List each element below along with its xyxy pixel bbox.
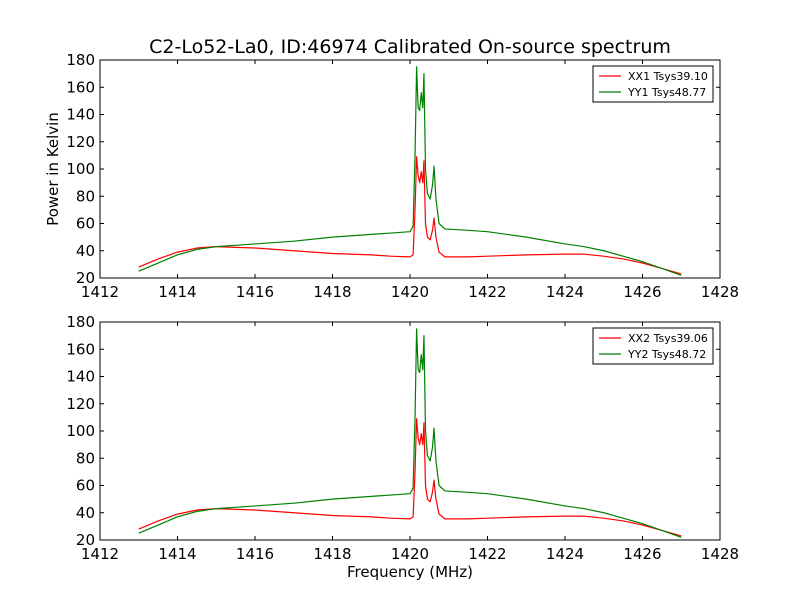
x-axis-label: Frequency (MHz) (347, 563, 473, 581)
y-tick-label: 100 (66, 160, 95, 178)
legend-label: YY1 Tsys48.77 (627, 86, 706, 99)
x-tick-label: 1420 (391, 545, 429, 563)
y-tick-label: 140 (66, 106, 95, 124)
y-tick-label: 80 (76, 187, 95, 205)
y-tick-label: 40 (76, 242, 95, 260)
y-tick-label: 20 (76, 269, 95, 287)
legend-box (592, 327, 714, 365)
figure-title: C2-Lo52-La0, ID:46974 Calibrated On-sour… (149, 36, 671, 58)
series-line-2 (138, 328, 682, 538)
x-tick-label: 1424 (546, 545, 584, 563)
y-tick-label: 180 (66, 313, 95, 331)
series-line-1 (138, 156, 682, 275)
y-tick-label: 20 (76, 531, 95, 549)
x-tick-label: 1416 (236, 545, 274, 563)
x-tick-label: 1420 (391, 283, 429, 301)
x-tick-label: 1424 (546, 283, 584, 301)
x-tick-label: 1426 (623, 283, 661, 301)
y-tick-label: 40 (76, 504, 95, 522)
x-tick-label: 1422 (468, 283, 506, 301)
y-tick-label: 160 (66, 340, 95, 358)
x-tick-label: 1414 (158, 283, 196, 301)
x-tick-label: 1418 (313, 545, 351, 563)
legend-box (592, 65, 714, 103)
y-tick-label: 80 (76, 449, 95, 467)
series-line-1 (138, 418, 682, 537)
y-tick-label: 120 (66, 133, 95, 151)
x-tick-label: 1422 (468, 545, 506, 563)
y-axis-label: Power in Kelvin (44, 112, 62, 226)
x-tick-label: 1418 (313, 283, 351, 301)
x-tick-label: 1412 (81, 545, 119, 563)
legend-label: XX2 Tsys39.06 (628, 332, 708, 345)
legend: XX2 Tsys39.06 YY2 Tsys48.72 (592, 327, 714, 365)
x-tick-label: 1414 (158, 545, 196, 563)
x-tick-label: 1426 (623, 545, 661, 563)
subplot-2: 1412 1414 1416 1418 1420 1422 1424 1426 1428 20 40… (66, 313, 739, 581)
x-tick-label: 1412 (81, 283, 119, 301)
legend: XX1 Tsys39.10 YY1 Tsys48.77 (592, 65, 714, 103)
y-tick-label: 60 (76, 215, 95, 233)
y-tick-label: 140 (66, 368, 95, 386)
x-tick-label: 1416 (236, 283, 274, 301)
x-tick-label: 1428 (701, 545, 739, 563)
subplot-1: 1412 1414 1416 1418 1420 1422 1424 1426 1428 20 40… (44, 51, 739, 301)
x-tick-label: 1428 (701, 283, 739, 301)
y-tick-label: 120 (66, 395, 95, 413)
legend-label: YY2 Tsys48.72 (627, 348, 706, 361)
y-tick-label: 60 (76, 477, 95, 495)
y-tick-label: 160 (66, 78, 95, 96)
y-tick-label: 180 (66, 51, 95, 69)
legend-label: XX1 Tsys39.10 (628, 70, 708, 83)
y-tick-label: 100 (66, 422, 95, 440)
series-line-2 (138, 66, 682, 276)
